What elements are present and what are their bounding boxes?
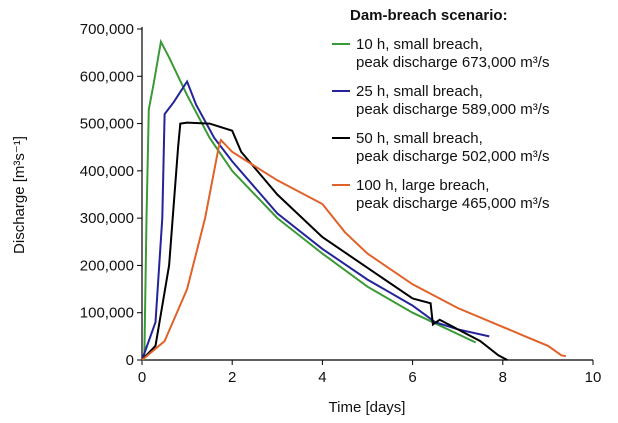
series-line [141,121,508,361]
series-line [143,38,477,361]
y-tick-label: 100,000 [80,305,134,322]
legend-label: 10 h, small breach, peak discharge 673,0… [356,36,550,71]
y-tick-label: 700,000 [80,21,134,38]
legend-label: 100 h, large breach, peak discharge 465,… [356,177,550,212]
x-tick-label: 0 [138,369,146,386]
legend-title: Dam-breach scenario: [350,7,508,24]
y-tick-label: 600,000 [80,68,134,85]
y-tick-label: 200,000 [80,257,134,274]
x-axis-label: Time [days] [329,399,406,416]
y-axis-label: Discharge [m³s⁻¹] [11,136,28,254]
x-tick-label: 6 [408,369,416,386]
x-tick-label: 4 [318,369,326,386]
series-line [141,79,490,361]
y-tick-label: 500,000 [80,116,134,133]
legend-label: 50 h, small breach, peak discharge 502,0… [356,130,550,165]
x-tick-label: 8 [499,369,507,386]
x-tick-label: 2 [228,369,236,386]
x-tick-label: 10 [585,369,602,386]
y-tick-label: 300,000 [80,210,134,227]
y-tick-label: 400,000 [80,163,134,180]
legend-label: 25 h, small breach, peak discharge 589,0… [356,83,550,118]
series-line [141,138,567,361]
y-tick-label: 0 [126,352,134,369]
